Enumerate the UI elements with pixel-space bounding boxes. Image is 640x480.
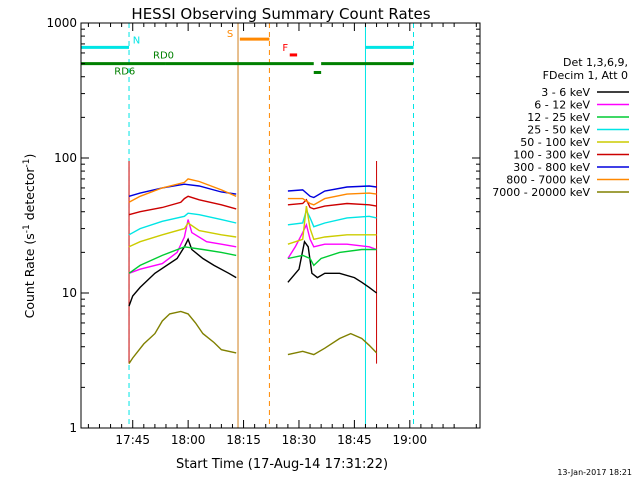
legend-header-line-1: Det 1,3,6,9, bbox=[563, 56, 628, 69]
legend-header-line-2: FDecim 1, Att 0 bbox=[543, 69, 628, 82]
series-line-7-0 bbox=[128, 178, 237, 203]
plot-frame bbox=[80, 22, 481, 429]
y-tick-label-1: 10 bbox=[62, 286, 77, 300]
series-line-8-0 bbox=[128, 310, 237, 364]
series-line-2-0 bbox=[128, 246, 237, 274]
x-tick-label-5: 19:00 bbox=[393, 433, 428, 447]
legend-item-label-7: 800 - 7000 keV bbox=[506, 174, 590, 187]
series-line-1-0 bbox=[128, 219, 237, 274]
series-line-7-1 bbox=[287, 192, 377, 206]
flag-label-rd6: RD6 bbox=[114, 67, 135, 78]
flag-label-rd0: RD0 bbox=[153, 51, 174, 62]
x-tick-label-4: 18:45 bbox=[337, 433, 372, 447]
series-line-4-1 bbox=[287, 205, 377, 245]
series-line-6-0 bbox=[128, 183, 237, 197]
legend-item-label-0: 3 - 6 keV bbox=[541, 86, 590, 99]
flag-label-f: F bbox=[282, 43, 288, 54]
series-line-1-1 bbox=[287, 222, 377, 259]
flag-label-n: N bbox=[133, 35, 140, 46]
y-axis-label: Count Rate (s-1 detector-1) bbox=[22, 154, 37, 319]
series-line-5-0 bbox=[128, 195, 237, 216]
series-line-3-0 bbox=[128, 212, 237, 236]
legend-item-label-6: 300 - 800 keV bbox=[513, 161, 590, 174]
x-tick-label-2: 18:15 bbox=[226, 433, 261, 447]
y-tick-label-3: 1000 bbox=[46, 16, 77, 30]
y-tick-label-0: 1 bbox=[69, 421, 77, 435]
series-line-5-1 bbox=[287, 198, 377, 210]
axes: 17:45 18:00 18:15 18:30 18:45 19:00 1 10 100 1000 bbox=[46, 16, 480, 447]
chart-title: HESSI Observing Summary Count Rates bbox=[131, 5, 430, 23]
series-line-0-0 bbox=[128, 237, 237, 307]
x-tick-label-3: 18:30 bbox=[282, 433, 317, 447]
series-line-3-1 bbox=[287, 208, 377, 228]
legend-item-label-4: 50 - 100 keV bbox=[520, 136, 590, 149]
series-line-0-1 bbox=[287, 239, 378, 294]
y-tick-label-2: 100 bbox=[54, 151, 77, 165]
flag-label-s: S bbox=[227, 29, 233, 40]
x-tick-label-0: 17:45 bbox=[115, 433, 150, 447]
x-axis-label: Start Time (17-Aug-14 17:31:22) bbox=[176, 457, 388, 472]
series-line-6-1 bbox=[287, 185, 377, 199]
series-line-8-1 bbox=[287, 332, 378, 356]
legend-item-label-8: 7000 - 20000 keV bbox=[492, 186, 590, 199]
x-tick-label-1: 18:00 bbox=[171, 433, 206, 447]
legend-item-label-5: 100 - 300 keV bbox=[513, 149, 590, 162]
legend-item-label-2: 12 - 25 keV bbox=[527, 111, 590, 124]
legend: Det 1,3,6,9, FDecim 1, Att 0 3 - 6 keV6 … bbox=[492, 56, 629, 199]
timestamp: 13-Jan-2017 18:21 bbox=[557, 468, 632, 477]
series-line-4-0 bbox=[128, 222, 237, 248]
legend-item-label-1: 6 - 12 keV bbox=[534, 99, 590, 112]
plot-area: N S RD6 F RD0 bbox=[80, 23, 414, 428]
legend-item-label-3: 25 - 50 keV bbox=[527, 124, 590, 137]
series-line-2-1 bbox=[287, 248, 377, 267]
